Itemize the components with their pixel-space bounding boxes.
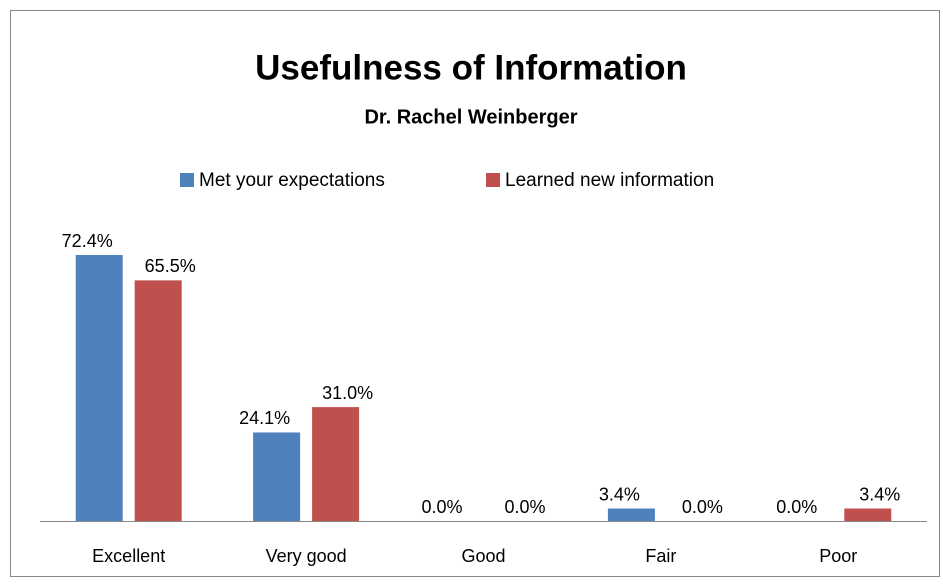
x-tick-label: Good — [461, 546, 505, 566]
bar — [844, 508, 892, 521]
value-label: 72.4% — [62, 231, 113, 251]
bar — [607, 508, 655, 521]
bar — [75, 255, 123, 521]
value-label: 65.5% — [145, 256, 196, 276]
legend-label: Learned new information — [505, 170, 714, 191]
legend-swatch — [180, 173, 194, 187]
value-label: 24.1% — [239, 408, 290, 428]
value-label: 31.0% — [322, 383, 373, 403]
value-label: 3.4% — [599, 484, 640, 504]
value-label: 0.0% — [421, 497, 462, 517]
bar — [134, 280, 182, 521]
legend-swatch — [486, 173, 500, 187]
bar — [312, 407, 360, 521]
bar — [253, 432, 301, 521]
chart-title: Usefulness of Information — [255, 48, 687, 87]
x-tick-label: Excellent — [92, 546, 165, 566]
legend-label: Met your expectations — [199, 170, 385, 191]
x-tick-label: Very good — [266, 546, 347, 566]
x-tick-label: Fair — [645, 546, 676, 566]
value-label: 0.0% — [504, 497, 545, 517]
chart-subtitle: Dr. Rachel Weinberger — [364, 106, 577, 128]
x-tick-label: Poor — [819, 546, 857, 566]
value-label: 0.0% — [776, 497, 817, 517]
value-label: 0.0% — [682, 497, 723, 517]
value-label: 3.4% — [859, 484, 900, 504]
